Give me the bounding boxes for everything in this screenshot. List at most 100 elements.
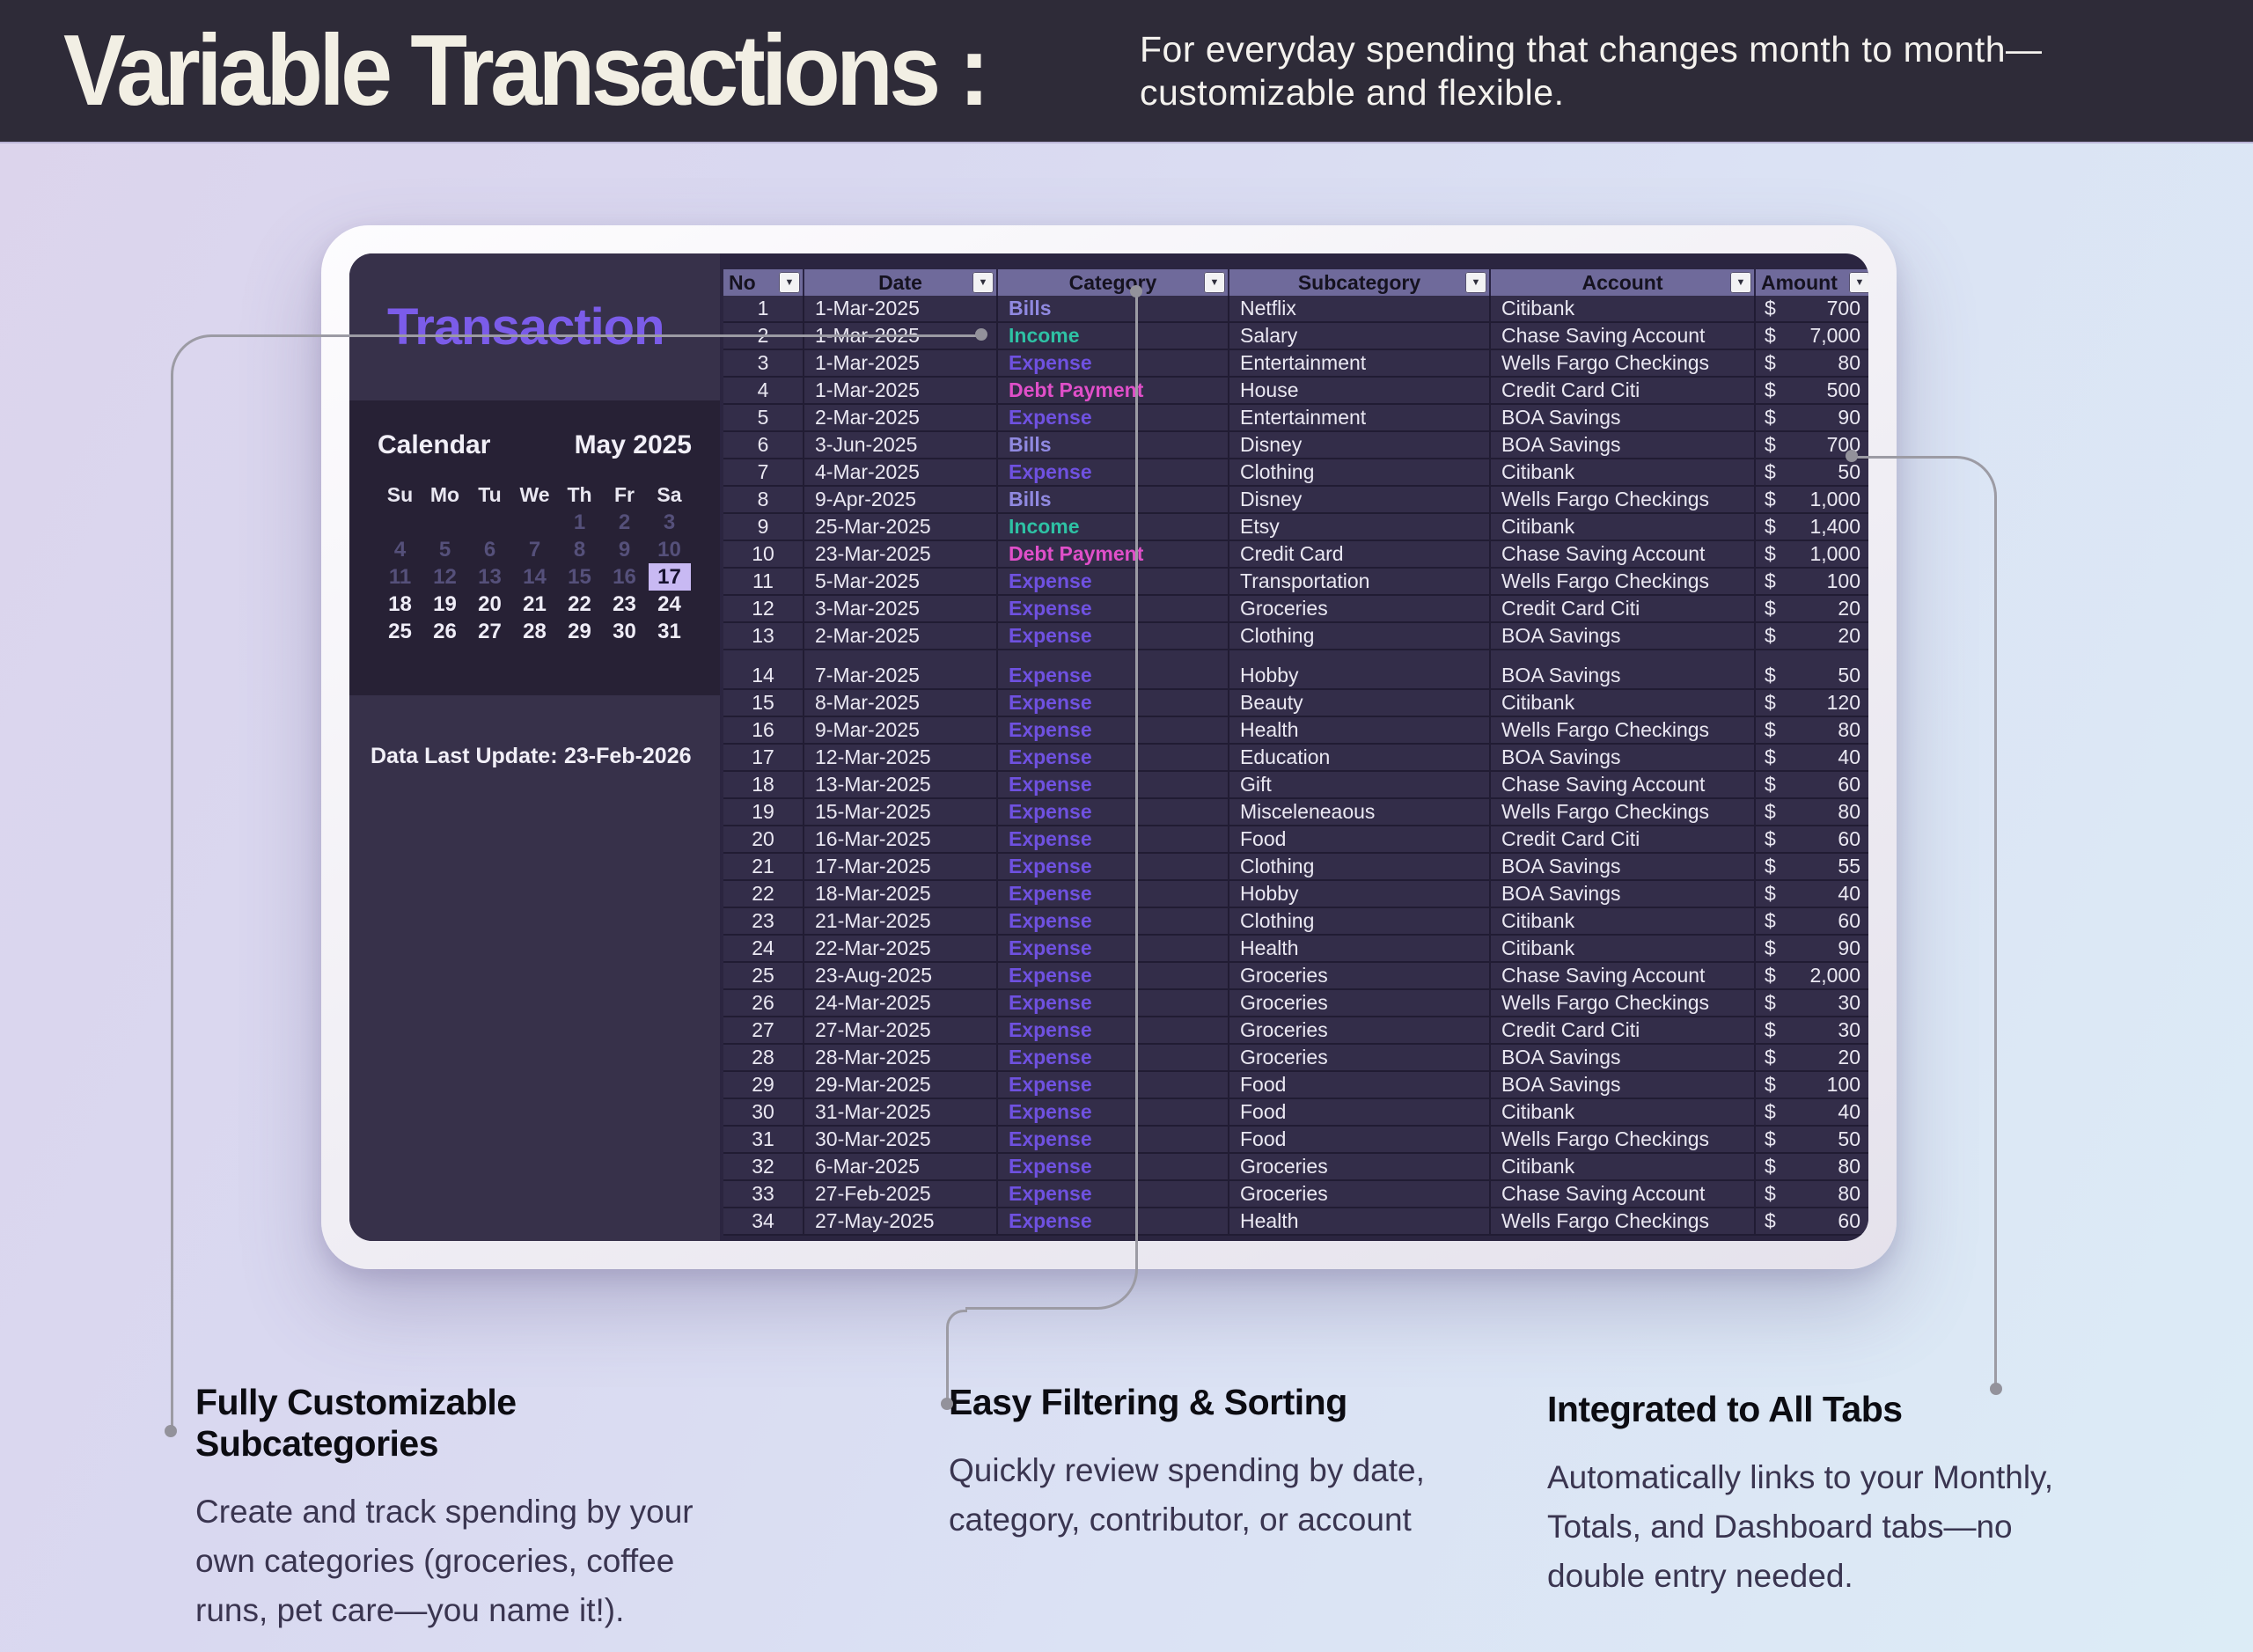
cell-subcategory[interactable]: Misceleneaous [1229,799,1491,825]
calendar-day[interactable]: 21 [523,591,547,616]
cell-account[interactable]: Citibank [1491,459,1756,485]
cell-category[interactable]: Expense [998,1181,1229,1207]
cell-no[interactable]: 25 [723,963,804,988]
cell-no[interactable]: 23 [723,908,804,934]
cell-category[interactable]: Expense [998,459,1229,485]
cell-category[interactable]: Expense [998,745,1229,770]
cell-category[interactable]: Expense [998,1099,1229,1125]
cell-no[interactable]: 26 [723,990,804,1016]
cell-account[interactable]: BOA Savings [1491,1072,1756,1098]
cell-category[interactable]: Expense [998,1127,1229,1152]
cell-amount[interactable]: $40 [1756,745,1868,770]
cell-amount[interactable]: $20 [1756,596,1868,621]
cell-date[interactable]: 30-Mar-2025 [804,1127,998,1152]
cell-category[interactable]: Expense [998,936,1229,961]
cell-account[interactable]: Citibank [1491,514,1756,540]
cell-account[interactable]: Wells Fargo Checkings [1491,1127,1756,1152]
cell-date[interactable]: 23-Aug-2025 [804,963,998,988]
cell-subcategory[interactable]: Disney [1229,487,1491,512]
cell-no[interactable]: 21 [723,854,804,879]
cell-amount[interactable]: $1,400 [1756,514,1868,540]
cell-category[interactable]: Expense [998,963,1229,988]
cell-no[interactable]: 24 [723,936,804,961]
cell-no[interactable]: 16 [723,717,804,743]
cell-account[interactable]: BOA Savings [1491,854,1756,879]
cell-date[interactable]: 23-Mar-2025 [804,541,998,567]
cell-amount[interactable]: $80 [1756,350,1868,376]
cell-no[interactable]: 5 [723,405,804,430]
cell-subcategory[interactable]: Clothing [1229,459,1491,485]
cell-category[interactable]: Expense [998,1017,1229,1043]
cell-amount[interactable]: $50 [1756,459,1868,485]
cell-amount[interactable]: $40 [1756,881,1868,907]
cell-date[interactable]: 9-Apr-2025 [804,487,998,512]
cell-no[interactable]: 31 [723,1127,804,1152]
cell-no[interactable]: 28 [723,1045,804,1070]
cell-subcategory[interactable]: Groceries [1229,1017,1491,1043]
cell-category[interactable]: Expense [998,854,1229,879]
cell-amount[interactable]: $40 [1756,1099,1868,1125]
cell-subcategory[interactable]: Food [1229,1072,1491,1098]
cell-subcategory[interactable]: Food [1229,826,1491,852]
cell-account[interactable]: Chase Saving Account [1491,772,1756,797]
cell-subcategory[interactable]: Groceries [1229,963,1491,988]
cell-amount[interactable]: $50 [1756,1127,1868,1152]
cell-date[interactable]: 29-Mar-2025 [804,1072,998,1098]
calendar-day[interactable]: 30 [613,619,636,643]
cell-subcategory[interactable]: Health [1229,936,1491,961]
cell-account[interactable]: BOA Savings [1491,405,1756,430]
cell-date[interactable]: 9-Mar-2025 [804,717,998,743]
cell-subcategory[interactable]: Hobby [1229,663,1491,688]
cell-category[interactable]: Expense [998,663,1229,688]
cell-amount[interactable]: $700 [1756,296,1868,321]
cell-account[interactable]: Wells Fargo Checkings [1491,717,1756,743]
cell-no[interactable]: 27 [723,1017,804,1043]
cell-date[interactable]: 4-Mar-2025 [804,459,998,485]
cell-date[interactable]: 3-Jun-2025 [804,432,998,458]
filter-dropdown-icon[interactable]: ▼ [1204,272,1225,293]
cell-category[interactable]: Expense [998,772,1229,797]
cell-no[interactable]: 1 [723,296,804,321]
cell-amount[interactable]: $2,000 [1756,963,1868,988]
cell-amount[interactable]: $90 [1756,405,1868,430]
cell-no[interactable]: 6 [723,432,804,458]
calendar-day[interactable]: 25 [388,619,412,643]
cell-no[interactable]: 9 [723,514,804,540]
calendar-day[interactable]: 10 [657,537,681,562]
cell-no[interactable]: 7 [723,459,804,485]
cell-subcategory[interactable]: Entertainment [1229,350,1491,376]
cell-category[interactable]: Debt Payment [998,378,1229,403]
cell-date[interactable]: 27-Feb-2025 [804,1181,998,1207]
cell-no[interactable]: 19 [723,799,804,825]
cell-no[interactable]: 29 [723,1072,804,1098]
cell-no[interactable]: 17 [723,745,804,770]
cell-date[interactable]: 16-Mar-2025 [804,826,998,852]
cell-amount[interactable]: $60 [1756,772,1868,797]
cell-date[interactable]: 2-Mar-2025 [804,405,998,430]
calendar-day[interactable]: 7 [528,537,541,562]
cell-category[interactable]: Expense [998,799,1229,825]
calendar-day[interactable]: 18 [388,591,412,616]
calendar-selected-day[interactable]: 17 [648,563,691,591]
cell-no[interactable]: 30 [723,1099,804,1125]
cell-subcategory[interactable]: Food [1229,1099,1491,1125]
filter-dropdown-icon[interactable]: ▼ [1465,272,1486,293]
calendar-day[interactable]: 1 [573,510,586,534]
cell-date[interactable]: 5-Mar-2025 [804,569,998,594]
cell-account[interactable]: Wells Fargo Checkings [1491,569,1756,594]
cell-date[interactable]: 28-Mar-2025 [804,1045,998,1070]
cell-subcategory[interactable]: Food [1229,1127,1491,1152]
cell-no[interactable]: 11 [723,569,804,594]
calendar-day[interactable]: 6 [483,537,496,562]
cell-amount[interactable]: $20 [1756,623,1868,649]
cell-subcategory[interactable]: Beauty [1229,690,1491,716]
cell-no[interactable]: 12 [723,596,804,621]
cell-account[interactable]: Credit Card Citi [1491,1017,1756,1043]
cell-category[interactable]: Income [998,514,1229,540]
cell-account[interactable]: Wells Fargo Checkings [1491,350,1756,376]
cell-account[interactable]: Credit Card Citi [1491,596,1756,621]
cell-account[interactable]: Wells Fargo Checkings [1491,487,1756,512]
calendar-day[interactable]: 5 [438,537,451,562]
cell-category[interactable]: Expense [998,690,1229,716]
calendar-day[interactable]: 8 [573,537,586,562]
